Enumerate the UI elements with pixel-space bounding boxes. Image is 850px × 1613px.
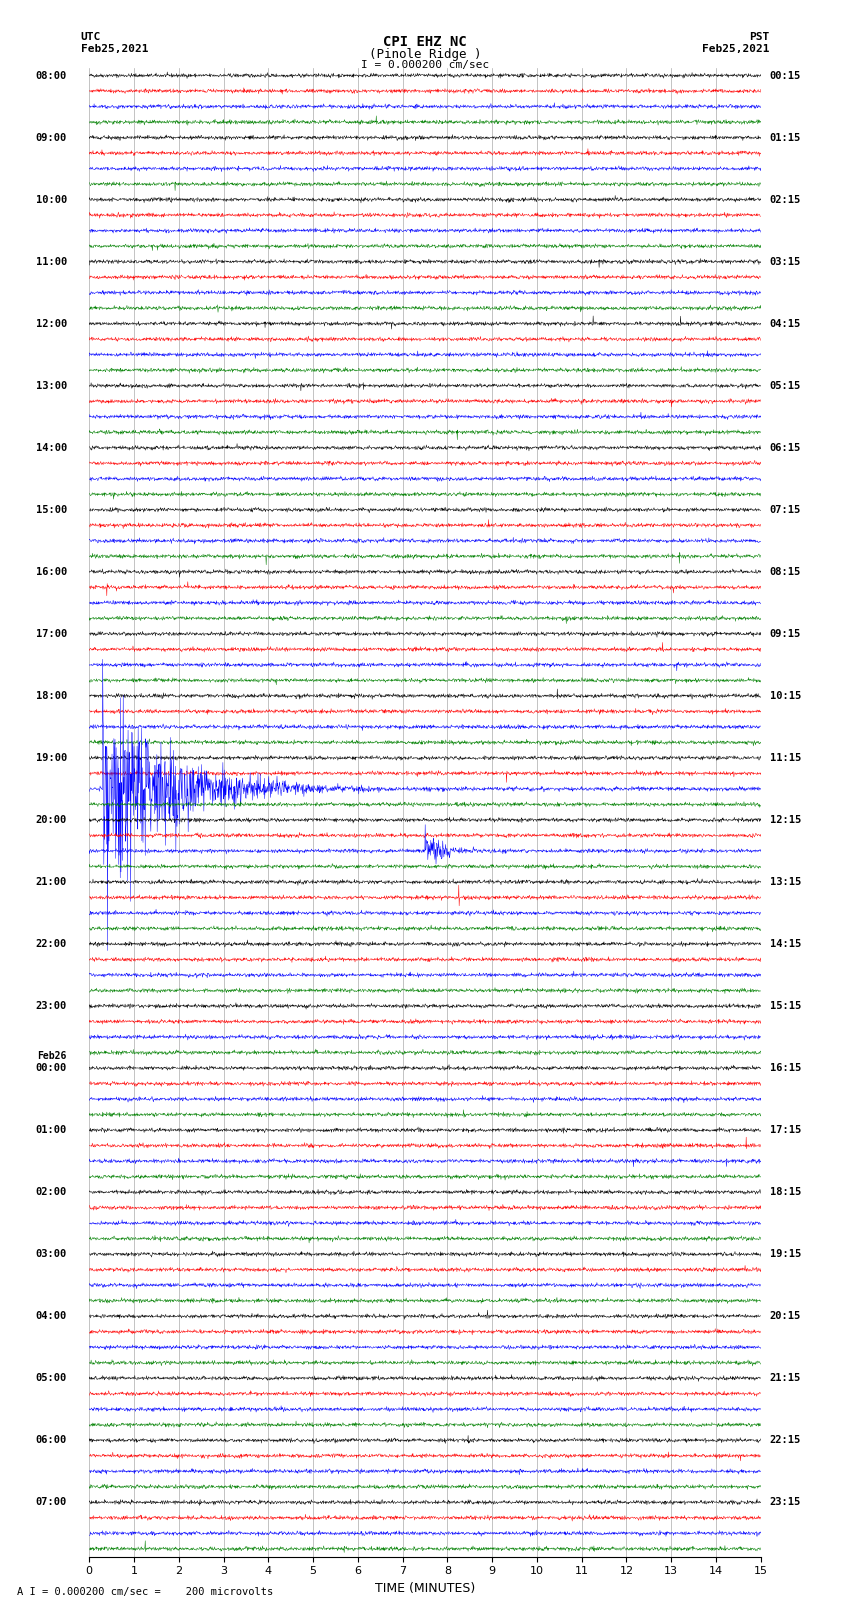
Text: 19:15: 19:15 — [770, 1248, 801, 1260]
Text: 23:15: 23:15 — [770, 1497, 801, 1507]
Text: 17:00: 17:00 — [36, 629, 67, 639]
Text: 01:15: 01:15 — [770, 132, 801, 142]
Text: PST: PST — [749, 32, 769, 42]
Text: 04:15: 04:15 — [770, 319, 801, 329]
Text: CPI EHZ NC: CPI EHZ NC — [383, 35, 467, 50]
Text: 22:00: 22:00 — [36, 939, 67, 948]
Text: 15:00: 15:00 — [36, 505, 67, 515]
Text: 04:00: 04:00 — [36, 1311, 67, 1321]
Text: Feb25,2021: Feb25,2021 — [702, 44, 769, 53]
Text: 05:15: 05:15 — [770, 381, 801, 390]
Text: I = 0.000200 cm/sec: I = 0.000200 cm/sec — [361, 60, 489, 69]
Text: 07:15: 07:15 — [770, 505, 801, 515]
Text: 00:15: 00:15 — [770, 71, 801, 81]
Text: 11:00: 11:00 — [36, 256, 67, 266]
Text: 05:00: 05:00 — [36, 1373, 67, 1384]
Text: A I = 0.000200 cm/sec =    200 microvolts: A I = 0.000200 cm/sec = 200 microvolts — [17, 1587, 273, 1597]
Text: 13:15: 13:15 — [770, 877, 801, 887]
Text: 03:15: 03:15 — [770, 256, 801, 266]
Text: 16:15: 16:15 — [770, 1063, 801, 1073]
Text: 22:15: 22:15 — [770, 1436, 801, 1445]
Text: 09:00: 09:00 — [36, 132, 67, 142]
Text: 02:15: 02:15 — [770, 195, 801, 205]
Text: 01:00: 01:00 — [36, 1124, 67, 1136]
Text: 07:00: 07:00 — [36, 1497, 67, 1507]
Text: 11:15: 11:15 — [770, 753, 801, 763]
Text: 09:15: 09:15 — [770, 629, 801, 639]
Text: 18:15: 18:15 — [770, 1187, 801, 1197]
Text: 21:00: 21:00 — [36, 877, 67, 887]
Text: Feb26: Feb26 — [37, 1050, 67, 1061]
Text: 20:00: 20:00 — [36, 815, 67, 824]
Text: 08:15: 08:15 — [770, 566, 801, 577]
Text: 19:00: 19:00 — [36, 753, 67, 763]
Text: 12:15: 12:15 — [770, 815, 801, 824]
Text: 18:00: 18:00 — [36, 690, 67, 700]
Text: 15:15: 15:15 — [770, 1002, 801, 1011]
Text: (Pinole Ridge ): (Pinole Ridge ) — [369, 48, 481, 61]
Text: 21:15: 21:15 — [770, 1373, 801, 1384]
Text: Feb25,2021: Feb25,2021 — [81, 44, 148, 53]
Text: 12:00: 12:00 — [36, 319, 67, 329]
Text: 23:00: 23:00 — [36, 1002, 67, 1011]
X-axis label: TIME (MINUTES): TIME (MINUTES) — [375, 1582, 475, 1595]
Text: 06:00: 06:00 — [36, 1436, 67, 1445]
Text: 08:00: 08:00 — [36, 71, 67, 81]
Text: 10:00: 10:00 — [36, 195, 67, 205]
Text: 03:00: 03:00 — [36, 1248, 67, 1260]
Text: 20:15: 20:15 — [770, 1311, 801, 1321]
Text: 10:15: 10:15 — [770, 690, 801, 700]
Text: 06:15: 06:15 — [770, 442, 801, 453]
Text: 17:15: 17:15 — [770, 1124, 801, 1136]
Text: 13:00: 13:00 — [36, 381, 67, 390]
Text: 14:15: 14:15 — [770, 939, 801, 948]
Text: 16:00: 16:00 — [36, 566, 67, 577]
Text: 00:00: 00:00 — [36, 1063, 67, 1073]
Text: 14:00: 14:00 — [36, 442, 67, 453]
Text: 02:00: 02:00 — [36, 1187, 67, 1197]
Text: UTC: UTC — [81, 32, 101, 42]
